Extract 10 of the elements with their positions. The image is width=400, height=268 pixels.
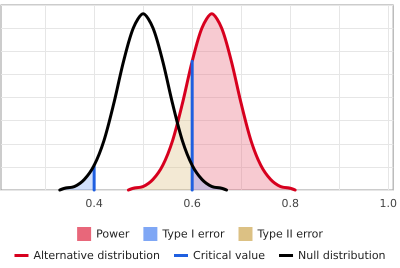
x-tick-label: 0.8 <box>281 197 299 210</box>
x-tick-label: 0.6 <box>183 197 201 210</box>
legend-label: Type I error <box>161 228 225 240</box>
x-tick-label: 0.4 <box>85 197 103 210</box>
legend-label: Type II error <box>256 228 324 240</box>
legend-label: Null distribution <box>298 249 386 262</box>
legend-label: Alternative distribution <box>33 249 160 262</box>
legend-label: Power <box>96 228 130 240</box>
legend-label: Critical value <box>193 249 266 262</box>
x-tick-label: 1.0 <box>380 197 398 210</box>
